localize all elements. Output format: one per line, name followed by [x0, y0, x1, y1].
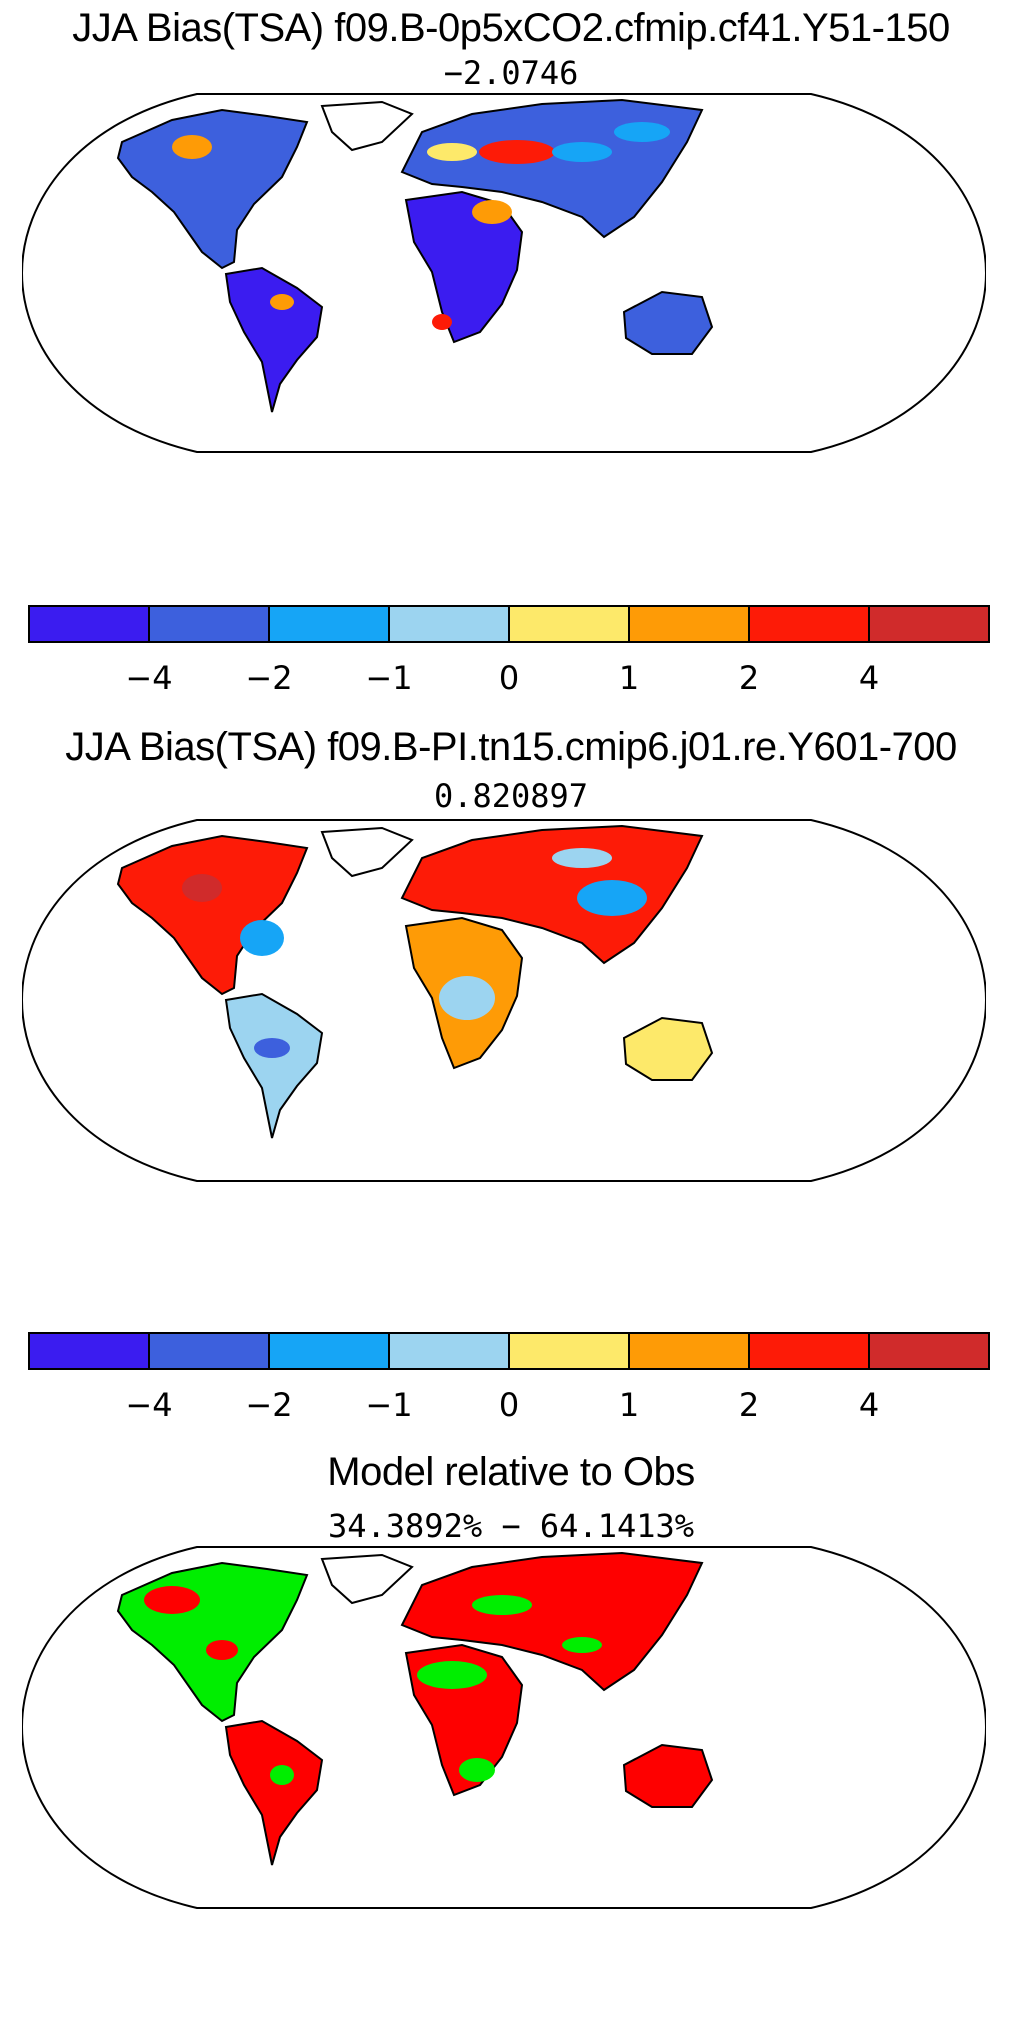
eurasia-land — [400, 824, 704, 965]
south-america-land — [224, 266, 324, 413]
map-boundary — [22, 819, 986, 1182]
colorbar-swatch — [28, 605, 150, 643]
comparison-map — [22, 1546, 986, 1909]
colorbar-swatch — [388, 605, 510, 643]
colorbar-swatch — [148, 605, 270, 643]
bias-map — [22, 819, 986, 1182]
colorbar-swatch — [868, 605, 990, 643]
north-america-land — [116, 108, 309, 270]
mixed-patches — [144, 1586, 602, 1785]
colorbar-tick-label: 4 — [859, 1386, 879, 1424]
colorbar-tick-label: −4 — [125, 659, 172, 697]
south-america-land — [224, 992, 324, 1139]
colorbar-swatch — [508, 605, 630, 643]
south-america-land — [224, 1719, 324, 1866]
panel-title: JJA Bias(TSA) f09.B-PI.tn15.cmip6.j01.re… — [65, 725, 957, 769]
colorbar-tick-label: −4 — [125, 1386, 172, 1424]
greenland-outline — [320, 1553, 414, 1605]
greenland-outline — [320, 826, 414, 878]
colorbar-tick-label: 0 — [499, 1386, 519, 1424]
colorbar-tick-label: −2 — [245, 1386, 292, 1424]
panel-mean-value: −2.0746 — [443, 54, 579, 92]
land-data-layer — [116, 98, 714, 413]
colorbar-swatch — [268, 1332, 390, 1370]
colorbar-swatch — [28, 1332, 150, 1370]
colorbar-swatch — [868, 1332, 990, 1370]
panel-title: JJA Bias(TSA) f09.B-0p5xCO2.cfmip.cf41.Y… — [72, 6, 950, 50]
colorbar-tick-label: −2 — [245, 659, 292, 697]
colorbar-swatch — [748, 605, 870, 643]
land-data-layer — [116, 824, 714, 1139]
colorbar-swatch — [628, 1332, 750, 1370]
cool-bias-patches — [182, 848, 647, 1058]
australia-land — [622, 290, 714, 355]
colorbar-swatch — [388, 1332, 510, 1370]
colorbar-tick-label: 2 — [739, 659, 759, 697]
warm-bias-patches — [172, 122, 670, 330]
colorbar-tick-label: −1 — [365, 659, 412, 697]
colorbar-tick-label: 4 — [859, 659, 879, 697]
colorbar-swatch — [148, 1332, 270, 1370]
australia-land — [622, 1016, 714, 1081]
colorbar: −4 −2 −1 0 1 2 4 — [28, 1332, 990, 1424]
greenland-outline — [320, 100, 414, 152]
australia-land — [622, 1743, 714, 1808]
colorbar-swatch — [748, 1332, 870, 1370]
bias-map — [22, 93, 986, 453]
colorbar-tick-label: 0 — [499, 659, 519, 697]
colorbar-tick-label: −1 — [365, 1386, 412, 1424]
panel-title: Model relative to Obs — [327, 1450, 695, 1494]
eurasia-land — [400, 1551, 704, 1692]
colorbar-tick-label: 2 — [739, 1386, 759, 1424]
colorbar-tick-label: 1 — [619, 1386, 639, 1424]
map-boundary — [22, 1546, 986, 1909]
colorbar-swatch — [628, 605, 750, 643]
land-data-layer — [116, 1551, 714, 1866]
panel-mean-value: 0.820897 — [433, 777, 589, 815]
panel-range-value: 34.3892% − 64.1413% — [327, 1507, 695, 1545]
colorbar-swatch — [268, 605, 390, 643]
north-america-land — [116, 834, 309, 996]
colorbar-tick-label: 1 — [619, 659, 639, 697]
map-boundary — [22, 93, 986, 453]
colorbar: −4 −2 −1 0 1 2 4 — [28, 605, 990, 697]
colorbar-swatch — [508, 1332, 630, 1370]
